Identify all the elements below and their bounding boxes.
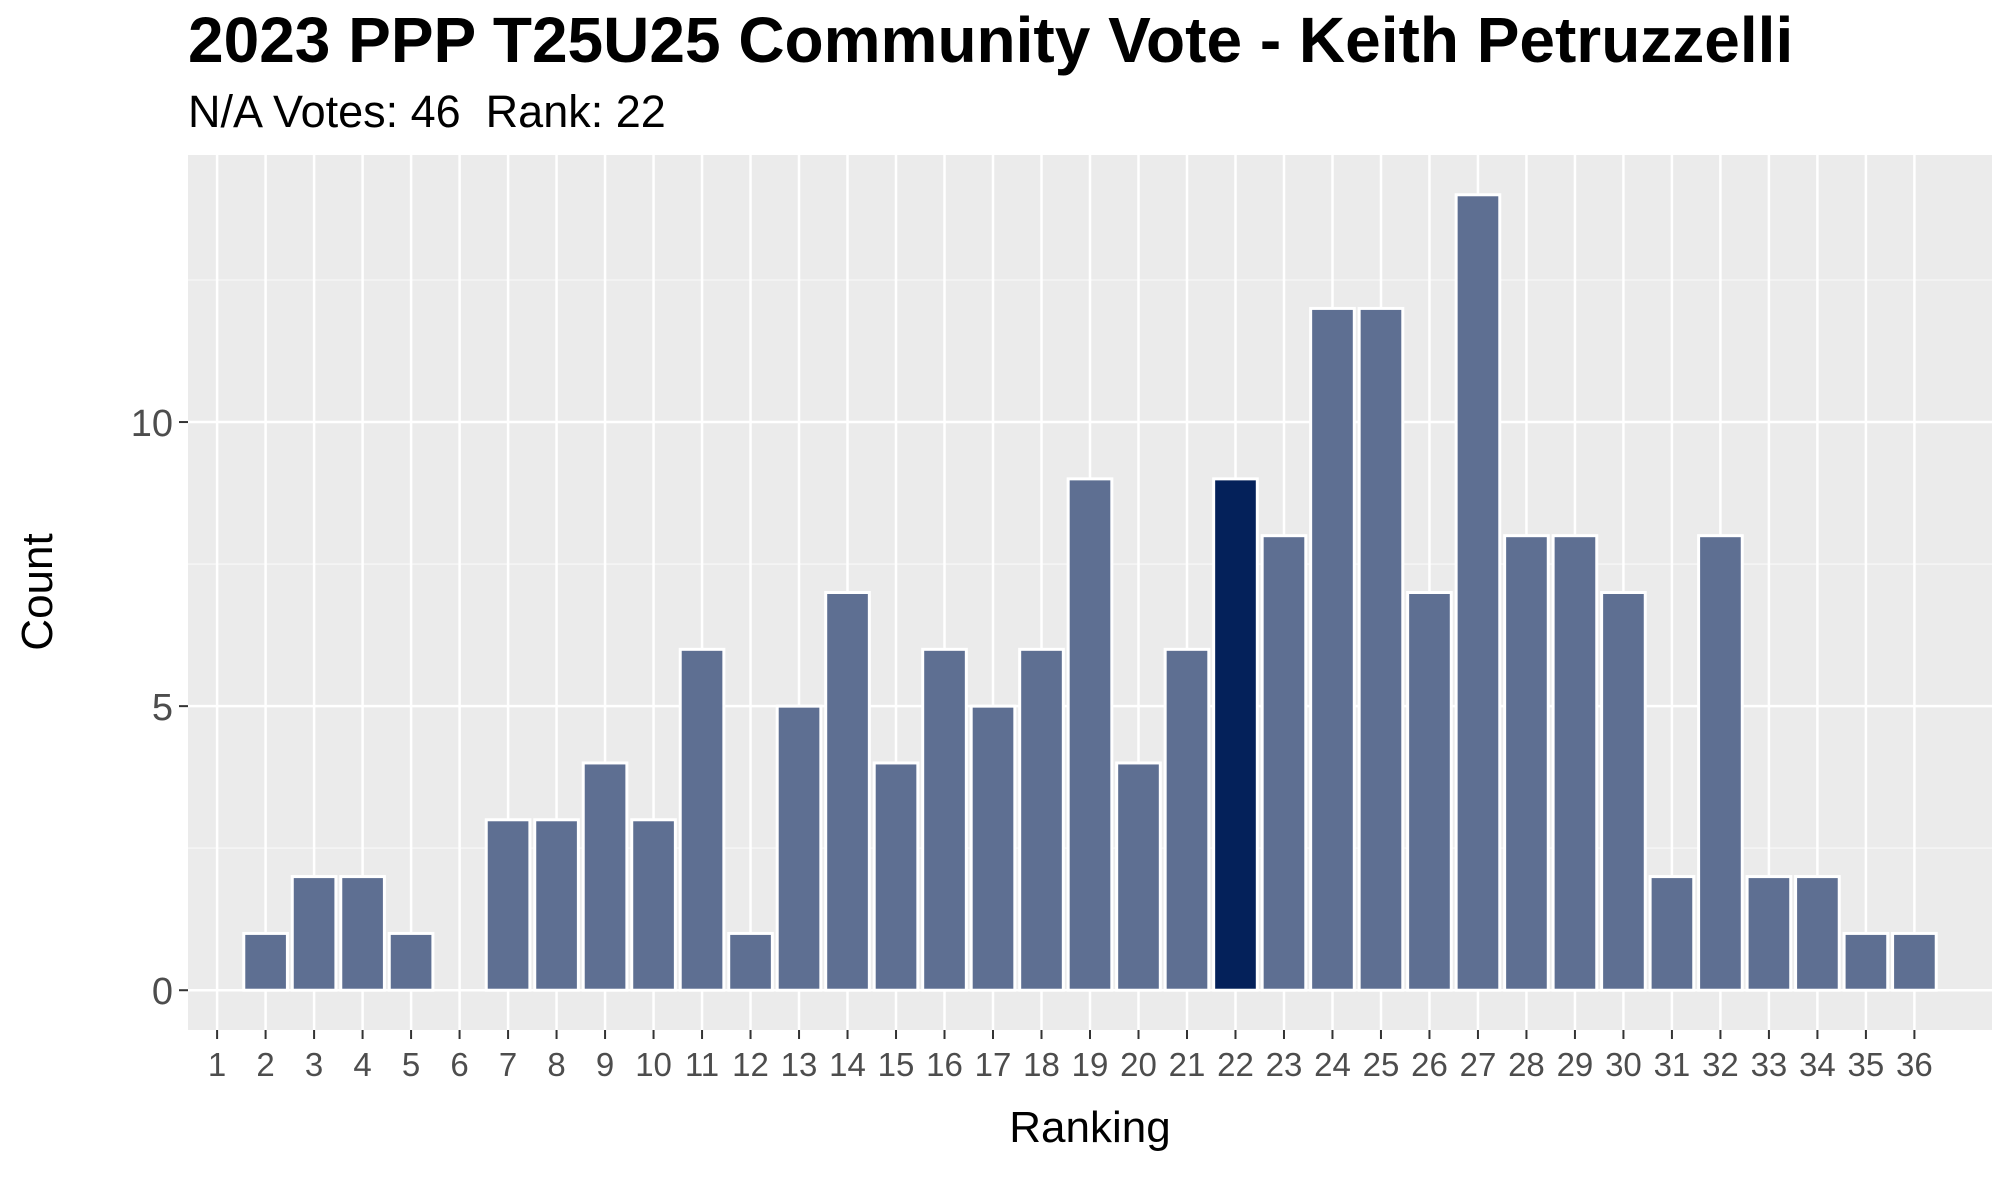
bar xyxy=(1551,534,1599,992)
x-tick-label: 27 xyxy=(1460,1046,1497,1083)
bar xyxy=(1357,306,1405,992)
y-tick-label: 10 xyxy=(131,403,173,445)
x-tick-label: 28 xyxy=(1508,1046,1545,1083)
y-tick-label: 5 xyxy=(152,687,173,729)
x-tick-label: 26 xyxy=(1411,1046,1448,1083)
chart-title: 2023 PPP T25U25 Community Vote - Keith P… xyxy=(188,4,1793,76)
bars xyxy=(242,193,1938,992)
bar xyxy=(1163,647,1211,992)
x-tick-label: 7 xyxy=(499,1046,517,1083)
bar-highlighted xyxy=(1212,477,1259,992)
x-tick-label: 1 xyxy=(208,1046,226,1083)
y-tick-label: 0 xyxy=(152,971,173,1013)
bar xyxy=(1697,534,1744,992)
bar xyxy=(1891,931,1938,992)
x-tick-label: 18 xyxy=(1023,1046,1060,1083)
x-tick-label: 13 xyxy=(781,1046,818,1083)
bar xyxy=(581,761,629,992)
x-tick-label: 34 xyxy=(1799,1046,1836,1083)
x-tick-label: 22 xyxy=(1217,1046,1254,1083)
bar xyxy=(775,704,823,992)
x-tick-label: 6 xyxy=(450,1046,468,1083)
x-tick-label: 14 xyxy=(829,1046,866,1083)
bar xyxy=(290,875,338,992)
x-tick-label: 33 xyxy=(1751,1046,1788,1083)
x-tick-label: 2 xyxy=(256,1046,274,1083)
x-tick-label: 9 xyxy=(596,1046,614,1083)
bar xyxy=(1648,875,1696,992)
bar xyxy=(1745,875,1793,992)
bar xyxy=(969,704,1017,992)
bar xyxy=(1018,647,1065,992)
x-tick-label: 17 xyxy=(975,1046,1012,1083)
y-axis-label: Count xyxy=(13,533,62,650)
x-tick-label: 30 xyxy=(1605,1046,1642,1083)
bar xyxy=(824,591,871,992)
x-tick-label: 12 xyxy=(732,1046,769,1083)
bar xyxy=(1503,534,1550,992)
chart-subtitle: N/A Votes: 46 Rank: 22 xyxy=(188,86,666,137)
bar xyxy=(630,818,677,992)
x-tick-label: 31 xyxy=(1654,1046,1691,1083)
x-tick-label: 36 xyxy=(1896,1046,1933,1083)
bar xyxy=(387,931,435,992)
bar xyxy=(921,647,968,992)
bar xyxy=(533,818,580,992)
bar xyxy=(1454,193,1502,992)
bar xyxy=(1406,591,1453,992)
x-tick-label: 35 xyxy=(1848,1046,1885,1083)
x-tick-label: 4 xyxy=(353,1046,371,1083)
x-tick-label: 25 xyxy=(1363,1046,1400,1083)
x-tick-label: 3 xyxy=(305,1046,323,1083)
x-tick-label: 11 xyxy=(685,1046,719,1083)
x-tick-label: 15 xyxy=(878,1046,915,1083)
x-axis: 1 2 3 4 5 6 7 8 9 10 11 12 13 14 15 16 17 18 19 20 21 22 23 24 2… xyxy=(208,1030,1933,1083)
x-tick-label: 29 xyxy=(1557,1046,1594,1083)
x-tick-label: 21 xyxy=(1169,1046,1206,1083)
bar xyxy=(1066,477,1114,992)
bar xyxy=(678,647,726,992)
bar xyxy=(1794,875,1841,992)
bar xyxy=(727,931,774,992)
bar xyxy=(1842,931,1890,992)
x-tick-label: 16 xyxy=(926,1046,963,1083)
x-axis-label: Ranking xyxy=(1009,1103,1170,1152)
x-tick-label: 5 xyxy=(402,1046,420,1083)
bar xyxy=(339,875,386,992)
x-tick-label: 24 xyxy=(1314,1046,1351,1083)
x-tick-label: 32 xyxy=(1702,1046,1739,1083)
bar xyxy=(1309,306,1356,992)
bar xyxy=(484,818,532,992)
x-tick-label: 8 xyxy=(547,1046,565,1083)
x-tick-label: 10 xyxy=(635,1046,672,1083)
x-tick-label: 23 xyxy=(1266,1046,1303,1083)
y-axis: 0 5 10 xyxy=(131,403,188,1013)
bar xyxy=(1260,534,1308,992)
bar xyxy=(1600,591,1647,992)
bar xyxy=(872,761,920,992)
x-tick-label: 19 xyxy=(1072,1046,1109,1083)
bar xyxy=(242,931,289,992)
x-tick-label: 20 xyxy=(1120,1046,1157,1083)
bar xyxy=(1115,761,1162,992)
